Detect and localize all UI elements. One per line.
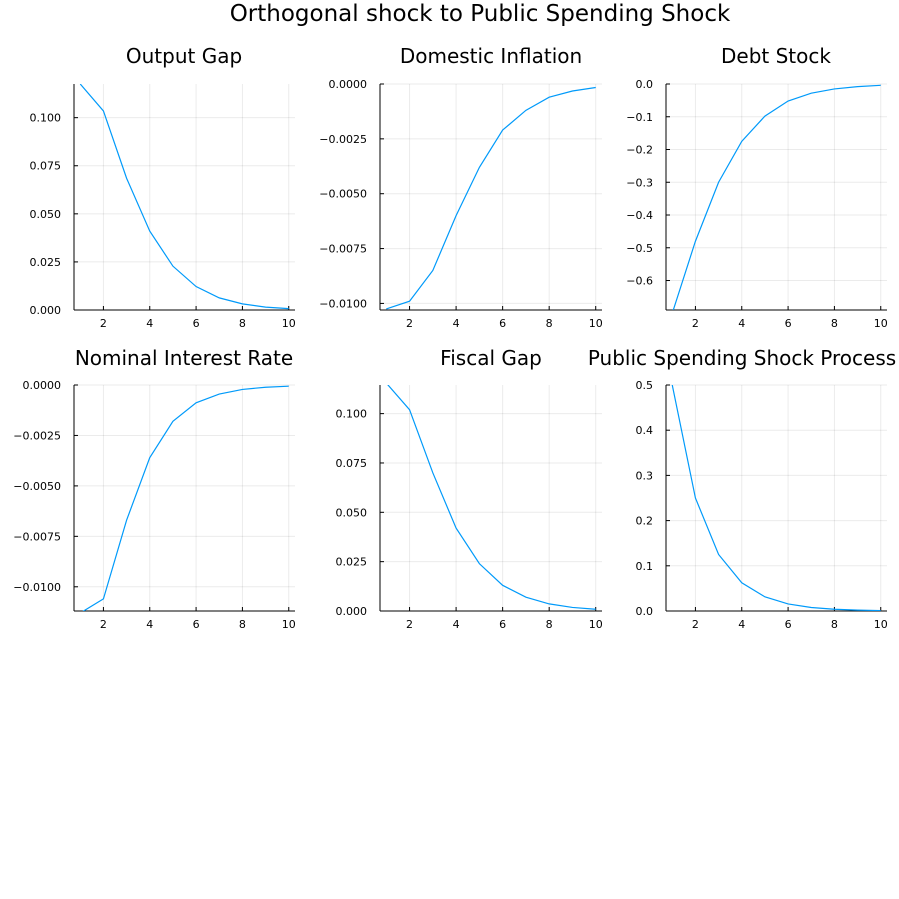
- y-tick-label: −0.4: [626, 209, 653, 222]
- y-tick-label: 0.025: [30, 256, 62, 269]
- series-line: [386, 86, 596, 310]
- y-tick-label: 0.075: [30, 160, 62, 173]
- panel-title: Output Gap: [126, 44, 242, 68]
- y-tick-label: 0.050: [30, 208, 62, 221]
- x-tick-label: 8: [239, 618, 246, 631]
- y-tick-label: 0.000: [336, 605, 368, 618]
- x-tick-label: 4: [146, 317, 153, 330]
- x-tick-label: 10: [282, 618, 296, 631]
- x-tick-label: 4: [453, 317, 460, 330]
- y-tick-label: −0.5: [626, 242, 653, 255]
- y-tick-label: −0.0025: [13, 429, 61, 442]
- y-tick-label: 0.000: [30, 304, 62, 317]
- y-tick-label: 0.3: [636, 469, 654, 482]
- y-tick-label: 0.4: [636, 424, 654, 437]
- y-tick-label: −0.1: [626, 111, 653, 124]
- panel-title: Debt Stock: [721, 44, 831, 68]
- series-line: [387, 385, 596, 610]
- x-tick-label: 10: [282, 317, 296, 330]
- series-line: [672, 84, 881, 310]
- x-tick-label: 6: [785, 618, 792, 631]
- x-tick-label: 4: [146, 618, 153, 631]
- y-tick-label: 0.0000: [329, 78, 368, 91]
- y-tick-label: −0.0075: [319, 243, 367, 256]
- y-tick-label: 0.025: [336, 556, 368, 569]
- y-tick-label: −0.0025: [319, 133, 367, 146]
- x-tick-label: 2: [406, 618, 413, 631]
- y-tick-label: 0.100: [336, 408, 368, 421]
- x-tick-label: 6: [193, 317, 200, 330]
- x-tick-label: 2: [100, 618, 107, 631]
- x-tick-label: 2: [100, 317, 107, 330]
- x-tick-label: 8: [546, 618, 553, 631]
- x-tick-label: 10: [589, 618, 603, 631]
- y-tick-label: 0.2: [636, 515, 654, 528]
- panels: 2 4 6 8 10 0.000 0.025 0.050 0.075 0.100 Output Ga…: [13, 44, 896, 631]
- x-tick-label: 4: [738, 317, 745, 330]
- x-tick-label: 4: [453, 618, 460, 631]
- x-tick-label: 10: [589, 317, 603, 330]
- y-tick-label: −0.0100: [319, 297, 367, 310]
- x-tick-label: 6: [193, 618, 200, 631]
- x-tick-label: 6: [499, 618, 506, 631]
- y-tick-label: 0.0: [636, 78, 654, 91]
- x-tick-label: 8: [239, 317, 246, 330]
- panel-title: Nominal Interest Rate: [75, 346, 293, 370]
- y-tick-label: 0.0000: [23, 379, 62, 392]
- series-line: [671, 385, 881, 611]
- panel-4: 2 4 6 8 10 −0.0100 −0.0075 −0.0050 −0.0025 0.0000…: [13, 346, 295, 631]
- x-tick-label: 8: [546, 317, 553, 330]
- y-tick-label: 0.1: [636, 560, 654, 573]
- y-tick-label: −0.6: [626, 275, 653, 288]
- y-tick-label: −0.2: [626, 144, 653, 157]
- x-tick-label: 10: [874, 618, 888, 631]
- x-tick-label: 2: [692, 317, 699, 330]
- y-tick-label: −0.0050: [13, 480, 61, 493]
- y-tick-label: 0.5: [636, 379, 654, 392]
- y-tick-label: 0.050: [336, 506, 368, 519]
- y-tick-label: 0.075: [336, 457, 368, 470]
- figure-title: Orthogonal shock to Public Spending Shoc…: [230, 1, 731, 27]
- y-tick-label: −0.3: [626, 176, 653, 189]
- x-tick-label: 6: [785, 317, 792, 330]
- x-tick-label: 10: [874, 317, 888, 330]
- panel-6: 2 4 6 8 10 0.0 0.1 0.2 0.3 0.4 0.5 Public Spending …: [588, 346, 896, 631]
- x-tick-label: 2: [692, 618, 699, 631]
- x-tick-label: 8: [831, 618, 838, 631]
- y-tick-label: −0.0075: [13, 530, 61, 543]
- series-line: [79, 84, 289, 310]
- panel-title: Public Spending Shock Process: [588, 346, 896, 370]
- x-tick-label: 6: [499, 317, 506, 330]
- x-tick-label: 2: [406, 317, 413, 330]
- panel-5: 2 4 6 8 10 0.000 0.025 0.050 0.075 0.100 Fiscal Ga…: [336, 346, 603, 631]
- y-tick-label: −0.0100: [13, 581, 61, 594]
- panel-title: Fiscal Gap: [440, 346, 542, 370]
- panel-3: 2 4 6 8 10 −0.6 −0.5 −0.4 −0.3 −0.2 −0.1 0.0 Debt St…: [626, 44, 887, 330]
- y-tick-label: 0.0: [636, 605, 654, 618]
- y-tick-label: 0.100: [30, 112, 62, 125]
- panel-1: 2 4 6 8 10 0.000 0.025 0.050 0.075 0.100 Output Ga…: [30, 44, 296, 330]
- panel-2: 2 4 6 8 10 −0.0100 −0.0075 −0.0050 −0.0025 0.0000…: [319, 44, 602, 330]
- y-tick-label: −0.0050: [319, 188, 367, 201]
- panel-title: Domestic Inflation: [400, 44, 582, 68]
- x-tick-label: 4: [738, 618, 745, 631]
- x-tick-label: 8: [831, 317, 838, 330]
- series-line: [82, 385, 289, 611]
